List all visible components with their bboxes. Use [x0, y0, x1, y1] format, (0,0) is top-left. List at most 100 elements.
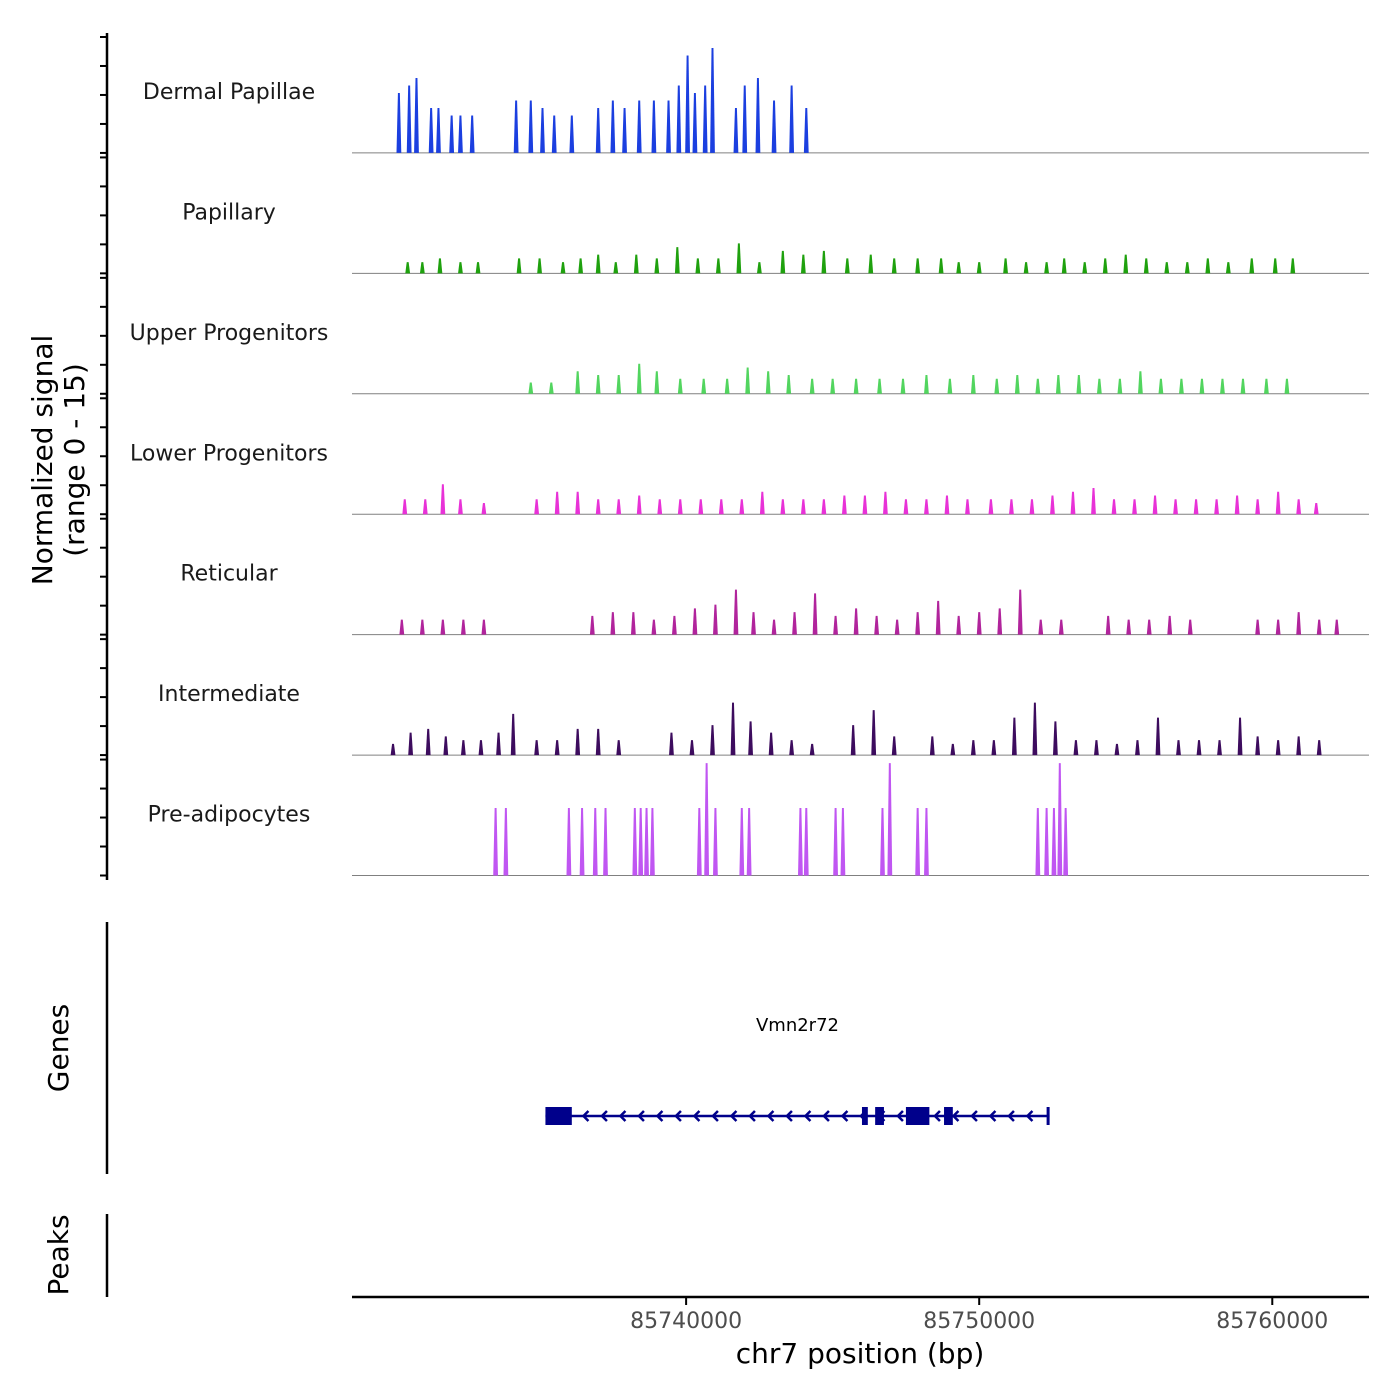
signal-peak	[460, 619, 466, 635]
signal-peak	[579, 808, 585, 876]
signal-peak	[428, 107, 434, 153]
signal-peak	[789, 85, 795, 153]
strand-arrow	[711, 1110, 719, 1122]
signal-peak	[710, 725, 715, 756]
signal-peak	[724, 378, 730, 394]
coverage-tracks: Dermal Papillae Papillary Upper Progenitor…	[130, 47, 1369, 876]
signal-peak	[1152, 495, 1158, 515]
signal-peak	[748, 721, 753, 756]
signal-peak	[1334, 619, 1340, 635]
signal-peak	[1313, 502, 1319, 515]
signal-peak	[1272, 258, 1278, 274]
signal-peak	[1053, 721, 1058, 756]
signal-peak	[669, 732, 674, 756]
signal-peak	[803, 808, 809, 876]
signal-peak	[924, 375, 929, 394]
signal-peak	[1029, 499, 1035, 515]
signal-peak	[443, 736, 449, 756]
signal-peak	[496, 732, 501, 756]
signal-peak	[1061, 258, 1067, 274]
gene-exon	[905, 1107, 930, 1125]
signal-peak	[698, 499, 704, 515]
signal-peak	[460, 740, 466, 756]
signal-peak	[534, 499, 540, 515]
signal-peak	[436, 107, 441, 153]
signal-peak	[414, 77, 419, 153]
signal-peak	[702, 85, 708, 153]
strand-arrow	[896, 1110, 904, 1122]
signal-peak	[759, 491, 765, 515]
signal-peak	[510, 713, 516, 756]
signal-peak	[1035, 378, 1041, 394]
signal-peak	[696, 808, 702, 876]
signal-peak	[650, 808, 655, 876]
signal-peak	[1187, 619, 1193, 635]
strand-arrow	[729, 1110, 738, 1122]
signal-peak	[965, 499, 970, 515]
gene-exon	[1046, 1107, 1050, 1125]
signal-peak	[935, 600, 941, 635]
signal-peak	[780, 250, 786, 274]
signal-peak	[1014, 375, 1020, 394]
signal-peak	[739, 499, 745, 515]
coverage-y-axis	[100, 33, 109, 880]
signal-peak	[756, 262, 762, 274]
strand-arrow	[785, 1110, 793, 1122]
strand-arrow	[1025, 1110, 1034, 1122]
signal-peak	[950, 743, 956, 756]
gene-exon	[861, 1107, 868, 1125]
signal-peak	[1082, 262, 1088, 274]
signal-peak	[458, 115, 463, 153]
x-axis: 85740000 85750000 85760000	[352, 1295, 1369, 1334]
signal-peak	[685, 55, 690, 153]
signal-peak	[616, 375, 622, 394]
signal-peak	[458, 262, 463, 274]
signal-peak	[677, 499, 683, 515]
signal-peak	[1038, 619, 1044, 635]
signal-peak	[390, 743, 396, 756]
gene-exon	[545, 1107, 572, 1125]
signal-peak	[800, 499, 806, 515]
signal-peak	[1044, 262, 1050, 274]
signal-peak	[915, 258, 921, 274]
signal-peak	[994, 378, 1000, 394]
gene-vmn2r72: Vmn2r72	[545, 1015, 1050, 1125]
signal-peak	[868, 254, 874, 274]
signal-peak	[1105, 615, 1111, 635]
signal-peak	[809, 378, 815, 394]
signal-peak	[1167, 615, 1173, 635]
signal-peak	[1296, 612, 1302, 635]
signal-peak	[1214, 499, 1219, 515]
signal-peak	[575, 371, 581, 394]
signal-peak	[800, 254, 806, 274]
signal-peak	[654, 371, 660, 394]
signal-peak	[493, 808, 499, 876]
signal-peak	[850, 725, 856, 756]
signal-peak	[1158, 378, 1164, 394]
signal-peak	[924, 808, 929, 876]
signal-peak	[1173, 499, 1178, 515]
signal-peak	[1023, 262, 1029, 274]
signal-peak	[595, 107, 601, 153]
signal-peak	[1032, 702, 1038, 756]
signal-peak	[419, 262, 425, 274]
signal-peak	[1225, 262, 1231, 274]
signal-peak	[1316, 740, 1322, 756]
signal-peak	[458, 499, 463, 515]
signal-peak	[871, 710, 877, 756]
signal-peak	[915, 808, 921, 876]
signal-peak	[419, 619, 425, 635]
strand-arrow	[674, 1110, 682, 1122]
signal-peak	[1205, 258, 1211, 274]
signal-peak	[540, 107, 545, 153]
signal-peak	[956, 262, 962, 274]
signal-peak	[891, 258, 897, 274]
signal-peak	[437, 258, 443, 274]
signal-peak	[768, 732, 774, 756]
signal-peak	[730, 702, 736, 756]
signal-peak	[1057, 763, 1063, 876]
signal-peak	[469, 115, 475, 153]
signal-peak	[560, 262, 566, 274]
signal-peak	[1076, 375, 1082, 394]
